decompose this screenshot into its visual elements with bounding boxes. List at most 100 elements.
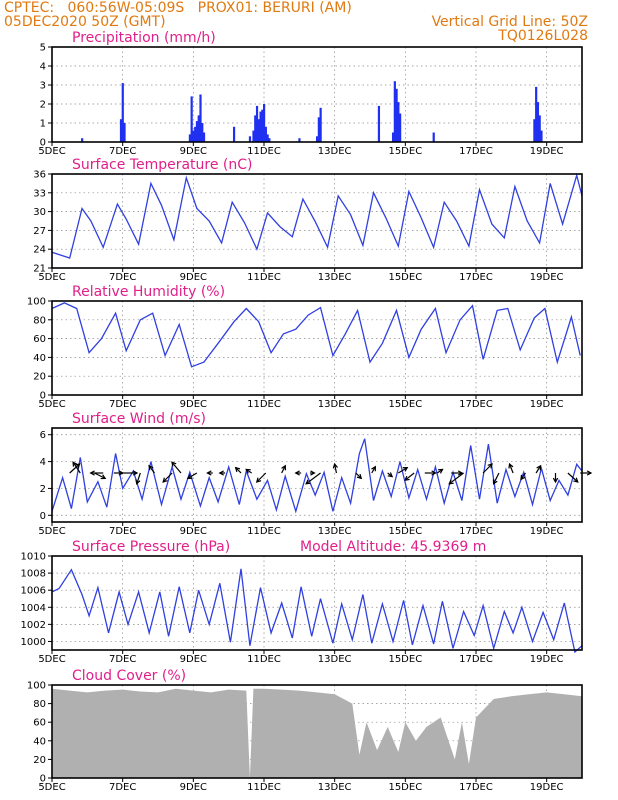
series-line [51, 438, 583, 514]
wind-arrow [520, 472, 526, 480]
wind-arrow [187, 472, 198, 479]
x-tick-label: 15DEC [388, 654, 422, 665]
precipitation-bar [538, 115, 541, 142]
wind-arrow [482, 463, 493, 474]
y-tick-label: 1000 [21, 637, 46, 648]
wind-arrow-head [586, 470, 593, 476]
wind-arrow-head [448, 479, 454, 485]
wind-arrow-head [281, 464, 287, 471]
y-tick-label: 80 [33, 699, 46, 710]
y-tick-label: 60 [33, 718, 46, 729]
x-tick-label: 5DEC [38, 782, 65, 793]
y-tick-label: 27 [33, 226, 46, 237]
y-tick-label: 36 [33, 170, 46, 181]
x-tick-label: 17DEC [459, 399, 493, 410]
precipitation-bar [399, 113, 402, 142]
y-tick-label: 60 [33, 334, 46, 345]
y-tick-label: 6 [40, 430, 46, 441]
x-tick-label: 15DEC [388, 272, 422, 283]
x-tick-label: 7DEC [109, 782, 136, 793]
precipitation-bar [252, 130, 255, 142]
wind-arrow [162, 472, 173, 483]
x-tick-label: 17DEC [459, 654, 493, 665]
precipitation-bar [432, 132, 435, 142]
y-tick-label: 1 [40, 119, 46, 130]
precipitation-bar [319, 107, 322, 142]
x-tick-label: 15DEC [388, 399, 422, 410]
wind-arrow-head [162, 477, 168, 483]
wind-arrow [535, 465, 542, 474]
series-line [51, 302, 581, 368]
panel-annotation: Model Altitude: 45.9369 m [300, 539, 486, 555]
wind-arrow-head [487, 463, 493, 469]
y-tick-label: 2 [40, 484, 46, 495]
panel-title: Cloud Cover (%) [72, 668, 186, 684]
y-tick-label: 40 [33, 353, 46, 364]
precipitation-bar [121, 83, 124, 142]
precipitation-bar [533, 119, 536, 142]
precipitation-bar [201, 123, 204, 142]
wind-arrow-head [332, 462, 338, 469]
x-tick-label: 19DEC [530, 399, 564, 410]
x-tick-label: 19DEC [530, 146, 564, 157]
wind-arrow-head [536, 464, 542, 471]
x-tick-label: 15DEC [388, 526, 422, 537]
panel-frame [51, 300, 583, 396]
header-station-line: CPTEC: 060:56W-05:09S PROX01: BERURI (AM… [4, 0, 352, 16]
precipitation-bar [123, 123, 126, 142]
precipitation-bar [266, 134, 269, 142]
wind-arrow-head [573, 477, 579, 483]
precipitation-bar [255, 105, 259, 142]
precipitation-bar [190, 96, 193, 142]
series-line [51, 568, 583, 654]
precipitation-bar [263, 104, 266, 142]
wind-arrow-head [72, 461, 78, 467]
wind-arrow-head [520, 474, 526, 481]
y-tick-label: 20 [33, 755, 46, 766]
x-tick-label: 19DEC [530, 272, 564, 283]
panel-frame [51, 173, 583, 269]
x-tick-label: 11DEC [247, 146, 281, 157]
panel-frame [51, 46, 583, 143]
precipitation-bar [81, 138, 84, 142]
panel-frame [51, 555, 583, 651]
wind-arrow [567, 472, 579, 483]
precipitation-bar [535, 86, 538, 142]
wind-arrow-head [457, 470, 464, 476]
wind-arrow-head [206, 470, 212, 476]
x-tick-label: 11DEC [247, 272, 281, 283]
wind-arrow-head [305, 479, 311, 485]
y-tick-label: 0 [40, 511, 46, 522]
x-tick-label: 19DEC [530, 782, 564, 793]
y-tick-label: 1008 [21, 569, 46, 580]
x-tick-label: 11DEC [247, 782, 281, 793]
x-tick-label: 9DEC [180, 526, 207, 537]
wind-arrow [448, 472, 464, 485]
wind-arrow-head [371, 465, 376, 472]
wind-arrow [334, 463, 338, 474]
x-tick-label: 13DEC [318, 399, 352, 410]
x-tick-label: 7DEC [109, 146, 136, 157]
y-tick-label: 30 [33, 207, 46, 218]
precipitation-bar [536, 102, 540, 142]
y-tick-label: 24 [33, 245, 46, 256]
wind-arrow-head [100, 474, 107, 480]
wind-arrow [69, 463, 80, 474]
y-tick-label: 21 [33, 264, 46, 275]
panel-title: Surface Wind (m/s) [72, 411, 206, 427]
y-tick-label: 40 [33, 736, 46, 747]
x-tick-label: 11DEC [247, 526, 281, 537]
x-tick-label: 13DEC [318, 526, 352, 537]
header-date-line: 05DEC2020 50Z (GMT) [4, 14, 166, 30]
x-tick-label: 9DEC [180, 654, 207, 665]
y-tick-label: 100 [27, 297, 46, 308]
precipitation-bar [264, 126, 267, 142]
wind-arrow [235, 467, 242, 474]
x-tick-label: 5DEC [38, 146, 65, 157]
x-tick-label: 9DEC [180, 782, 207, 793]
y-tick-label: 2 [40, 100, 46, 111]
precipitation-bar [261, 109, 264, 142]
wind-arrow-head [132, 470, 139, 476]
wind-arrow-head [310, 470, 316, 476]
panel-title: Precipitation (mm/h) [72, 30, 216, 46]
